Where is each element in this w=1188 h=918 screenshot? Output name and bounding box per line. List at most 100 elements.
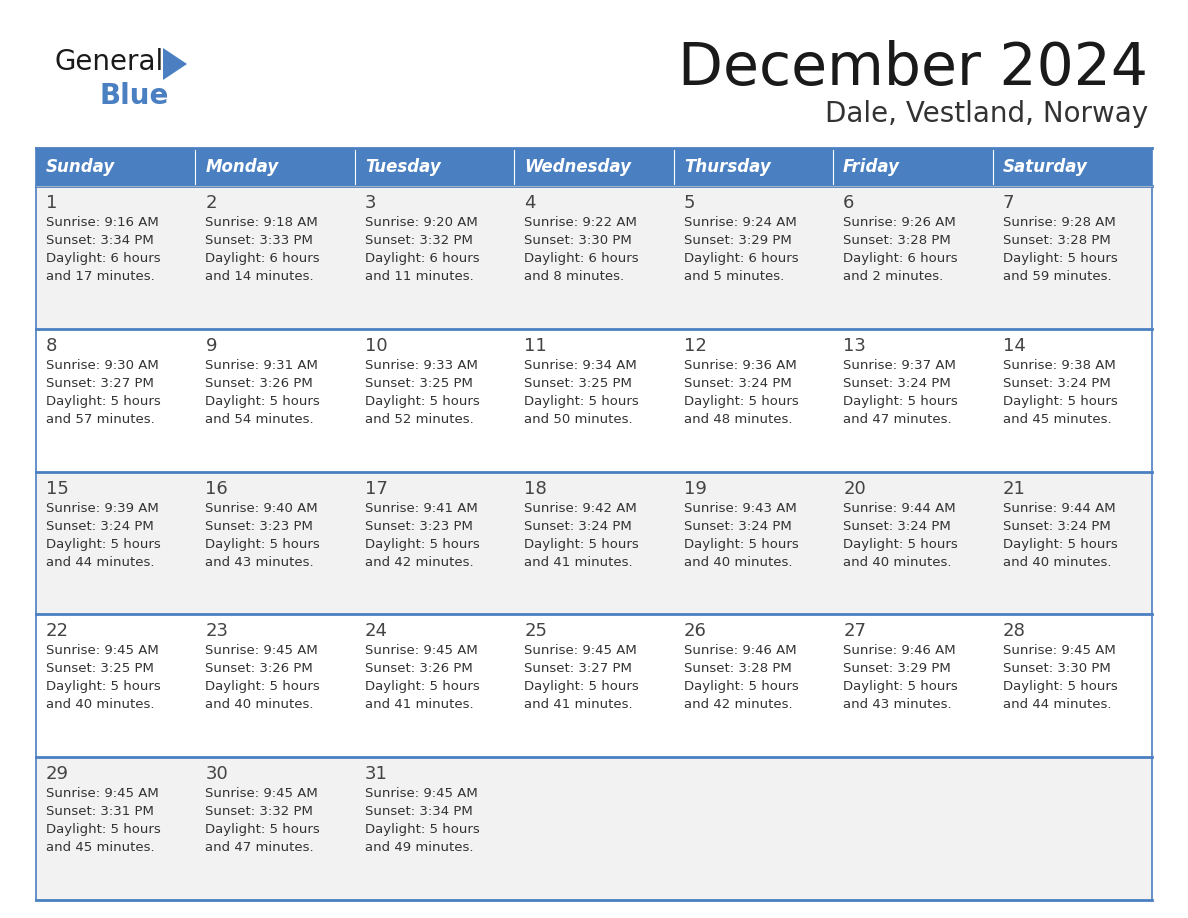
Text: Daylight: 5 hours: Daylight: 5 hours	[524, 395, 639, 408]
Text: 16: 16	[206, 479, 228, 498]
Text: 11: 11	[524, 337, 546, 354]
Text: 23: 23	[206, 622, 228, 641]
Text: and 40 minutes.: and 40 minutes.	[206, 699, 314, 711]
Bar	[833, 757, 992, 900]
Text: Sunset: 3:24 PM: Sunset: 3:24 PM	[843, 376, 950, 390]
Text: and 47 minutes.: and 47 minutes.	[843, 413, 952, 426]
Text: Sunrise: 9:16 AM: Sunrise: 9:16 AM	[46, 216, 159, 229]
Text: Daylight: 5 hours: Daylight: 5 hours	[46, 538, 160, 551]
Text: Sunrise: 9:24 AM: Sunrise: 9:24 AM	[684, 216, 796, 229]
Bar	[36, 757, 196, 900]
Text: 18: 18	[524, 479, 546, 498]
Text: Sunrise: 9:20 AM: Sunrise: 9:20 AM	[365, 216, 478, 229]
Bar	[833, 472, 992, 614]
Text: 6: 6	[843, 194, 854, 212]
Bar	[514, 614, 674, 757]
Bar	[674, 757, 833, 900]
Text: Daylight: 5 hours: Daylight: 5 hours	[843, 395, 958, 408]
Text: and 14 minutes.: and 14 minutes.	[206, 270, 314, 283]
Text: 5: 5	[684, 194, 695, 212]
Bar	[514, 148, 674, 186]
Text: Sunrise: 9:45 AM: Sunrise: 9:45 AM	[365, 644, 478, 657]
Bar	[674, 614, 833, 757]
Text: 27: 27	[843, 622, 866, 641]
Text: Sunrise: 9:30 AM: Sunrise: 9:30 AM	[46, 359, 159, 372]
Bar	[992, 148, 1152, 186]
Text: Sunrise: 9:34 AM: Sunrise: 9:34 AM	[524, 359, 637, 372]
Bar	[355, 148, 514, 186]
Text: 17: 17	[365, 479, 387, 498]
Text: Sunset: 3:27 PM: Sunset: 3:27 PM	[524, 663, 632, 676]
Text: Saturday: Saturday	[1003, 158, 1087, 176]
Text: Sunset: 3:29 PM: Sunset: 3:29 PM	[684, 234, 791, 247]
Text: 24: 24	[365, 622, 387, 641]
Text: Sunset: 3:28 PM: Sunset: 3:28 PM	[1003, 234, 1111, 247]
Bar	[514, 472, 674, 614]
Text: Sunset: 3:30 PM: Sunset: 3:30 PM	[1003, 663, 1111, 676]
Text: and 43 minutes.: and 43 minutes.	[843, 699, 952, 711]
Text: Daylight: 5 hours: Daylight: 5 hours	[1003, 395, 1118, 408]
Text: Daylight: 5 hours: Daylight: 5 hours	[365, 823, 480, 836]
Bar	[992, 329, 1152, 472]
Bar	[355, 186, 514, 329]
Text: Daylight: 5 hours: Daylight: 5 hours	[1003, 252, 1118, 265]
Bar	[992, 757, 1152, 900]
Text: 15: 15	[46, 479, 69, 498]
Text: Tuesday: Tuesday	[365, 158, 441, 176]
Text: Sunrise: 9:22 AM: Sunrise: 9:22 AM	[524, 216, 637, 229]
Text: Sunrise: 9:45 AM: Sunrise: 9:45 AM	[206, 644, 318, 657]
Text: Sunset: 3:34 PM: Sunset: 3:34 PM	[46, 234, 153, 247]
Text: Sunset: 3:32 PM: Sunset: 3:32 PM	[206, 805, 314, 818]
Text: Dale, Vestland, Norway: Dale, Vestland, Norway	[824, 100, 1148, 128]
Text: and 47 minutes.: and 47 minutes.	[206, 841, 314, 855]
Text: 31: 31	[365, 766, 387, 783]
Bar	[833, 614, 992, 757]
Text: Daylight: 6 hours: Daylight: 6 hours	[206, 252, 320, 265]
Text: Blue: Blue	[100, 82, 170, 110]
Text: and 11 minutes.: and 11 minutes.	[365, 270, 474, 283]
Text: and 45 minutes.: and 45 minutes.	[1003, 413, 1111, 426]
Text: Sunset: 3:24 PM: Sunset: 3:24 PM	[46, 520, 153, 532]
Text: Sunset: 3:23 PM: Sunset: 3:23 PM	[206, 520, 314, 532]
Text: Daylight: 6 hours: Daylight: 6 hours	[524, 252, 639, 265]
Text: Daylight: 5 hours: Daylight: 5 hours	[46, 680, 160, 693]
Text: Sunrise: 9:31 AM: Sunrise: 9:31 AM	[206, 359, 318, 372]
Text: Sunset: 3:31 PM: Sunset: 3:31 PM	[46, 805, 154, 818]
Text: and 2 minutes.: and 2 minutes.	[843, 270, 943, 283]
Text: Daylight: 5 hours: Daylight: 5 hours	[206, 823, 321, 836]
Text: Daylight: 6 hours: Daylight: 6 hours	[684, 252, 798, 265]
Text: Daylight: 5 hours: Daylight: 5 hours	[365, 538, 480, 551]
Text: 28: 28	[1003, 622, 1025, 641]
Text: Sunrise: 9:40 AM: Sunrise: 9:40 AM	[206, 501, 318, 515]
Text: and 8 minutes.: and 8 minutes.	[524, 270, 625, 283]
Bar	[196, 329, 355, 472]
Bar	[355, 614, 514, 757]
Text: 8: 8	[46, 337, 57, 354]
Bar	[674, 148, 833, 186]
Text: and 44 minutes.: and 44 minutes.	[1003, 699, 1111, 711]
Text: 3: 3	[365, 194, 377, 212]
Bar	[196, 757, 355, 900]
Text: Sunrise: 9:45 AM: Sunrise: 9:45 AM	[46, 644, 159, 657]
Text: and 42 minutes.: and 42 minutes.	[684, 699, 792, 711]
Bar	[355, 757, 514, 900]
Text: Sunrise: 9:45 AM: Sunrise: 9:45 AM	[1003, 644, 1116, 657]
Text: and 41 minutes.: and 41 minutes.	[524, 699, 633, 711]
Text: and 50 minutes.: and 50 minutes.	[524, 413, 633, 426]
Bar	[514, 186, 674, 329]
Text: Daylight: 5 hours: Daylight: 5 hours	[206, 395, 321, 408]
Text: Daylight: 5 hours: Daylight: 5 hours	[206, 680, 321, 693]
Text: Sunset: 3:24 PM: Sunset: 3:24 PM	[1003, 520, 1111, 532]
Text: 29: 29	[46, 766, 69, 783]
Bar	[36, 186, 196, 329]
Text: Sunrise: 9:44 AM: Sunrise: 9:44 AM	[843, 501, 956, 515]
Text: Sunrise: 9:45 AM: Sunrise: 9:45 AM	[365, 788, 478, 800]
Text: 9: 9	[206, 337, 217, 354]
Text: 2: 2	[206, 194, 217, 212]
Text: 7: 7	[1003, 194, 1015, 212]
Text: Sunset: 3:24 PM: Sunset: 3:24 PM	[843, 520, 950, 532]
Text: Sunset: 3:25 PM: Sunset: 3:25 PM	[365, 376, 473, 390]
Text: Daylight: 5 hours: Daylight: 5 hours	[843, 538, 958, 551]
Bar	[36, 472, 196, 614]
Text: 30: 30	[206, 766, 228, 783]
